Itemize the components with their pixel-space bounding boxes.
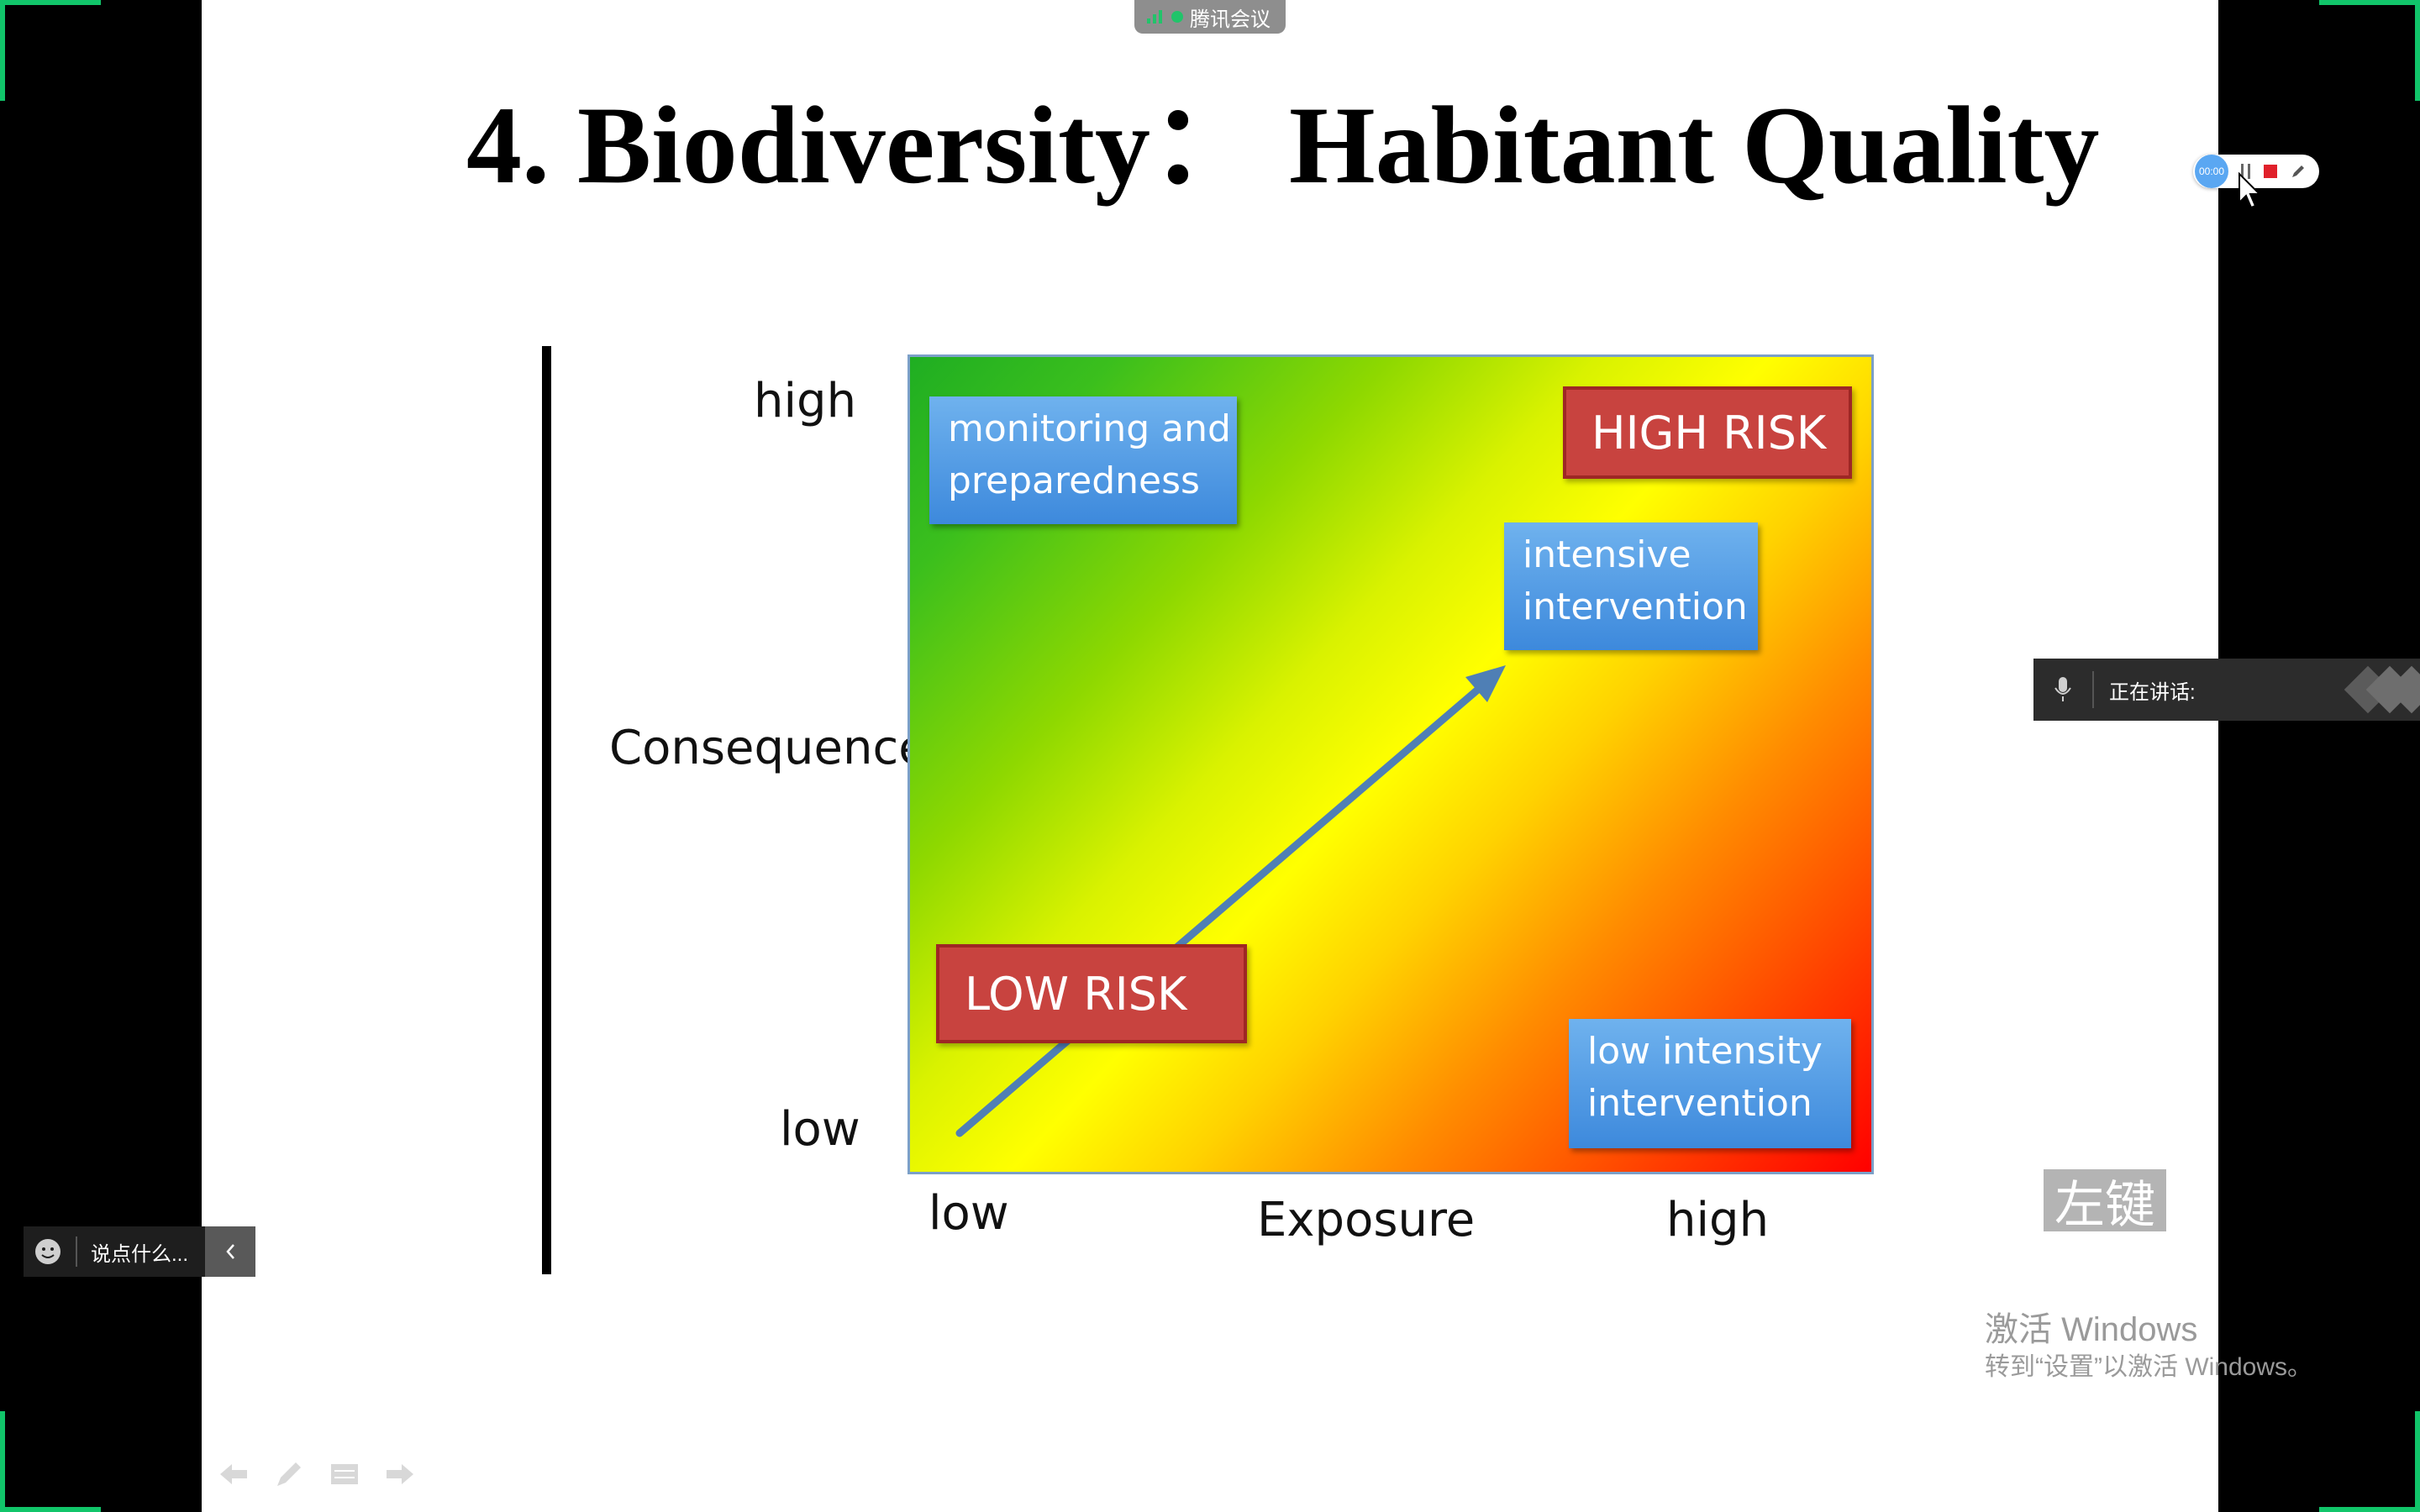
microphone-icon <box>2033 676 2092 703</box>
risk-arrow-icon <box>955 665 1506 1137</box>
recording-timer-text: 00:00 <box>2198 165 2225 177</box>
meeting-app-name: 腾讯会议 <box>1190 8 1270 31</box>
corner-marker-top-left-v <box>0 0 5 101</box>
y-axis-title: Consequence <box>609 721 928 775</box>
corner-marker-top-left-h <box>0 0 101 5</box>
intensive-line2: intervention <box>1523 585 1748 628</box>
low-intensity-line2: intervention <box>1587 1082 1812 1125</box>
chat-placeholder: 说点什么... <box>91 1242 189 1266</box>
status-dot-icon <box>1171 11 1183 23</box>
recording-timer[interactable]: 00:00 <box>2195 155 2228 188</box>
corner-marker-bottom-right-v <box>2415 1411 2420 1512</box>
slide-menu-button[interactable] <box>328 1457 361 1499</box>
menu-icon <box>331 1464 358 1484</box>
mouse-cursor-icon <box>2238 172 2261 209</box>
x-axis-high-label: high <box>1666 1193 1770 1247</box>
high-risk-box: HIGH RISK <box>1563 386 1852 479</box>
intensive-line1: intensive <box>1523 533 1691 576</box>
stop-icon <box>2264 165 2277 178</box>
x-axis-title: Exposure <box>1257 1193 1476 1247</box>
annotate-button[interactable] <box>2289 162 2307 181</box>
low-intensity-intervention-box: low intensity intervention <box>1569 1019 1851 1148</box>
corner-marker-top-right-v <box>2415 0 2420 101</box>
arrow-right-icon <box>387 1464 413 1484</box>
windows-activation-subtitle: 转到“设置”以激活 Windows。 <box>1985 1353 2313 1381</box>
low-intensity-line1: low intensity <box>1587 1030 1823 1073</box>
signal-icon <box>1147 10 1162 24</box>
y-axis-low-label: low <box>780 1102 860 1157</box>
monitoring-preparedness-box: monitoring and preparedness <box>929 396 1237 524</box>
y-axis-high-label: high <box>754 374 857 428</box>
low-risk-box: LOW RISK <box>936 944 1247 1043</box>
windows-activation-title: 激活 Windows <box>1985 1311 2198 1348</box>
chevron-left-icon <box>226 1244 234 1259</box>
pen-tool-button[interactable] <box>272 1457 306 1499</box>
next-slide-button[interactable] <box>383 1457 417 1499</box>
speaking-panel: 正在讲话: <box>2033 659 2420 721</box>
corner-marker-top-right-h <box>2319 0 2420 5</box>
pause-icon <box>2241 164 2250 179</box>
key-indicator: 左键 <box>2044 1169 2166 1235</box>
chat-input-bar[interactable]: 说点什么... <box>24 1226 205 1277</box>
slide-divider-bar <box>542 346 551 1274</box>
speaker-avatar-stack <box>2344 665 2420 714</box>
emoji-icon[interactable] <box>34 1237 62 1266</box>
corner-marker-bottom-right-h <box>2319 1507 2420 1512</box>
x-axis-low-label: low <box>929 1186 1009 1241</box>
intensive-intervention-box: intensive intervention <box>1504 522 1758 650</box>
pen-icon <box>277 1462 301 1486</box>
meeting-app-pill[interactable]: 腾讯会议 <box>1134 0 1286 34</box>
pen-icon <box>2292 165 2304 177</box>
key-indicator-label: 左键 <box>2054 1175 2155 1235</box>
speaking-divider <box>2092 671 2094 708</box>
previous-slide-button[interactable] <box>217 1457 250 1499</box>
pause-button[interactable] <box>2240 162 2252 181</box>
corner-marker-bottom-left-h <box>0 1507 101 1512</box>
stop-button[interactable] <box>2264 165 2277 178</box>
corner-marker-bottom-left-v <box>0 1411 5 1512</box>
slide-title: 4. Biodiversity： Habitant Quality <box>466 83 2100 207</box>
speaking-label: 正在讲话: <box>2109 680 2196 704</box>
arrow-left-icon <box>220 1464 247 1484</box>
chat-divider <box>76 1236 77 1267</box>
chat-collapse-button[interactable] <box>205 1226 255 1277</box>
monitoring-line1: monitoring and <box>948 407 1231 450</box>
monitoring-line2: preparedness <box>948 459 1200 502</box>
